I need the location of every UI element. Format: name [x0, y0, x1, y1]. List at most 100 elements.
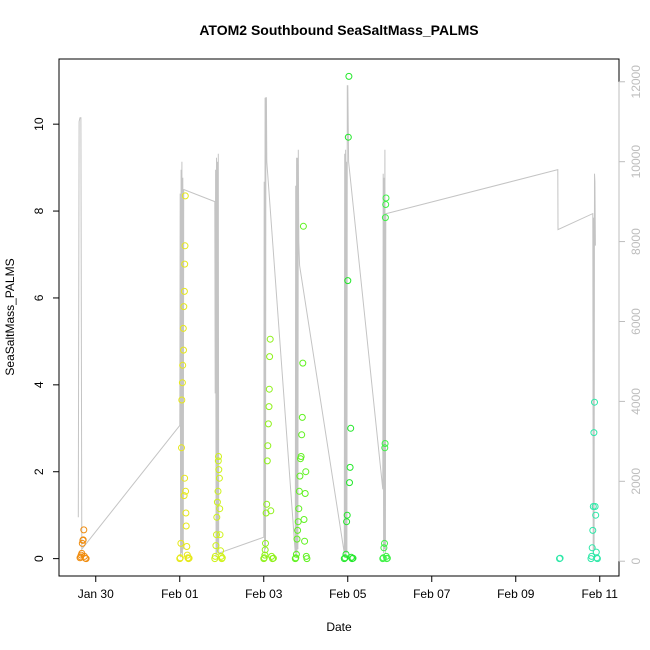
- data-point: [182, 487, 190, 495]
- data-point: [183, 543, 191, 550]
- x-tick-label: Feb 11: [582, 587, 619, 601]
- data-point: [181, 260, 189, 268]
- data-point: [214, 487, 222, 495]
- data-point: [294, 518, 302, 526]
- data-point: [182, 522, 190, 530]
- data-point: [295, 487, 303, 495]
- data-point: [218, 554, 226, 562]
- data-point: [302, 468, 310, 476]
- x-axis-label: Date: [326, 620, 352, 634]
- y-axis-label: SeaSaltMass_PALMS: [3, 258, 17, 375]
- data-point: [215, 474, 223, 482]
- data-point: [294, 526, 302, 534]
- data-point: [301, 537, 309, 545]
- data-point: [342, 550, 350, 558]
- data-point: [299, 222, 307, 230]
- data-point: [298, 431, 306, 439]
- data-point: [269, 554, 277, 562]
- data-point: [180, 492, 188, 500]
- data-point: [216, 505, 224, 513]
- y2-tick-label: 0: [629, 558, 643, 565]
- y-tick-label: 4: [32, 381, 46, 388]
- data-point: [177, 539, 185, 547]
- data-point: [590, 429, 598, 437]
- data-point: [260, 554, 268, 562]
- data-point: [213, 513, 221, 521]
- data-point: [216, 531, 224, 539]
- data-point: [80, 526, 88, 534]
- data-point: [298, 413, 306, 421]
- data-point: [264, 420, 272, 428]
- data-point: [261, 546, 269, 554]
- data-point: [300, 516, 308, 523]
- data-point: [181, 192, 189, 200]
- x-tick-label: Feb 03: [245, 587, 283, 601]
- data-point: [182, 509, 190, 517]
- data-point: [262, 539, 269, 547]
- x-tick-label: Feb 05: [329, 587, 367, 601]
- x-tick-label: Feb 09: [497, 587, 535, 601]
- data-point: [292, 550, 300, 558]
- data-point: [261, 551, 269, 559]
- data-point: [588, 552, 596, 560]
- y-tick-label: 6: [32, 294, 46, 301]
- data-point: [292, 554, 300, 562]
- data-point: [263, 457, 271, 465]
- y2-tick-label: 2000: [629, 468, 643, 495]
- data-point: [176, 554, 184, 562]
- chart-title: ATOM2 Southbound SeaSaltMass_PALMS: [199, 22, 478, 38]
- data-point: [347, 424, 355, 432]
- data-point: [343, 518, 351, 526]
- y-tick-label: 8: [32, 207, 46, 214]
- data-point: [344, 133, 352, 141]
- data-point: [382, 201, 390, 208]
- data-point: [381, 440, 389, 447]
- data-point: [180, 346, 187, 354]
- data-point: [589, 526, 597, 534]
- data-point: [593, 554, 601, 562]
- data-point: [299, 359, 307, 367]
- data-point: [340, 555, 348, 563]
- y-tick-label: 0: [32, 555, 46, 562]
- data-point: [212, 542, 220, 550]
- data-point: [301, 490, 309, 497]
- data-point: [349, 554, 357, 562]
- data-point: [381, 444, 389, 452]
- data-point: [591, 398, 598, 406]
- data-point: [265, 403, 273, 411]
- data-point: [264, 442, 272, 450]
- data-point: [179, 324, 187, 332]
- data-point: [345, 72, 353, 80]
- data-point: [303, 555, 311, 563]
- data-point: [346, 463, 354, 471]
- y2-tick-label: 6000: [629, 308, 643, 335]
- y2-tick-label: 10000: [629, 145, 643, 179]
- altitude-track-line: [77, 85, 596, 558]
- data-point: [213, 498, 221, 506]
- data-point: [265, 385, 273, 393]
- data-point: [215, 466, 223, 474]
- data-point: [181, 474, 189, 482]
- data-point: [78, 539, 86, 547]
- y-tick-label: 10: [32, 117, 46, 131]
- y2-tick-label: 4000: [629, 388, 643, 415]
- data-point: [592, 511, 600, 519]
- y2-tick-label: 12000: [629, 65, 643, 99]
- altitude-track: [77, 85, 596, 558]
- data-point: [588, 544, 596, 552]
- data-point: [344, 277, 352, 285]
- data-point: [380, 544, 388, 552]
- data-point: [79, 536, 87, 544]
- data-point: [593, 555, 601, 563]
- data-point: [346, 479, 353, 487]
- data-points: [76, 72, 601, 563]
- data-point: [591, 503, 599, 510]
- data-point: [381, 539, 388, 547]
- y2-tick-label: 8000: [629, 228, 643, 255]
- data-point: [556, 554, 564, 562]
- data-point: [592, 548, 600, 556]
- x-tick-label: Feb 01: [161, 587, 199, 601]
- data-point: [266, 335, 274, 343]
- data-point: [383, 554, 391, 562]
